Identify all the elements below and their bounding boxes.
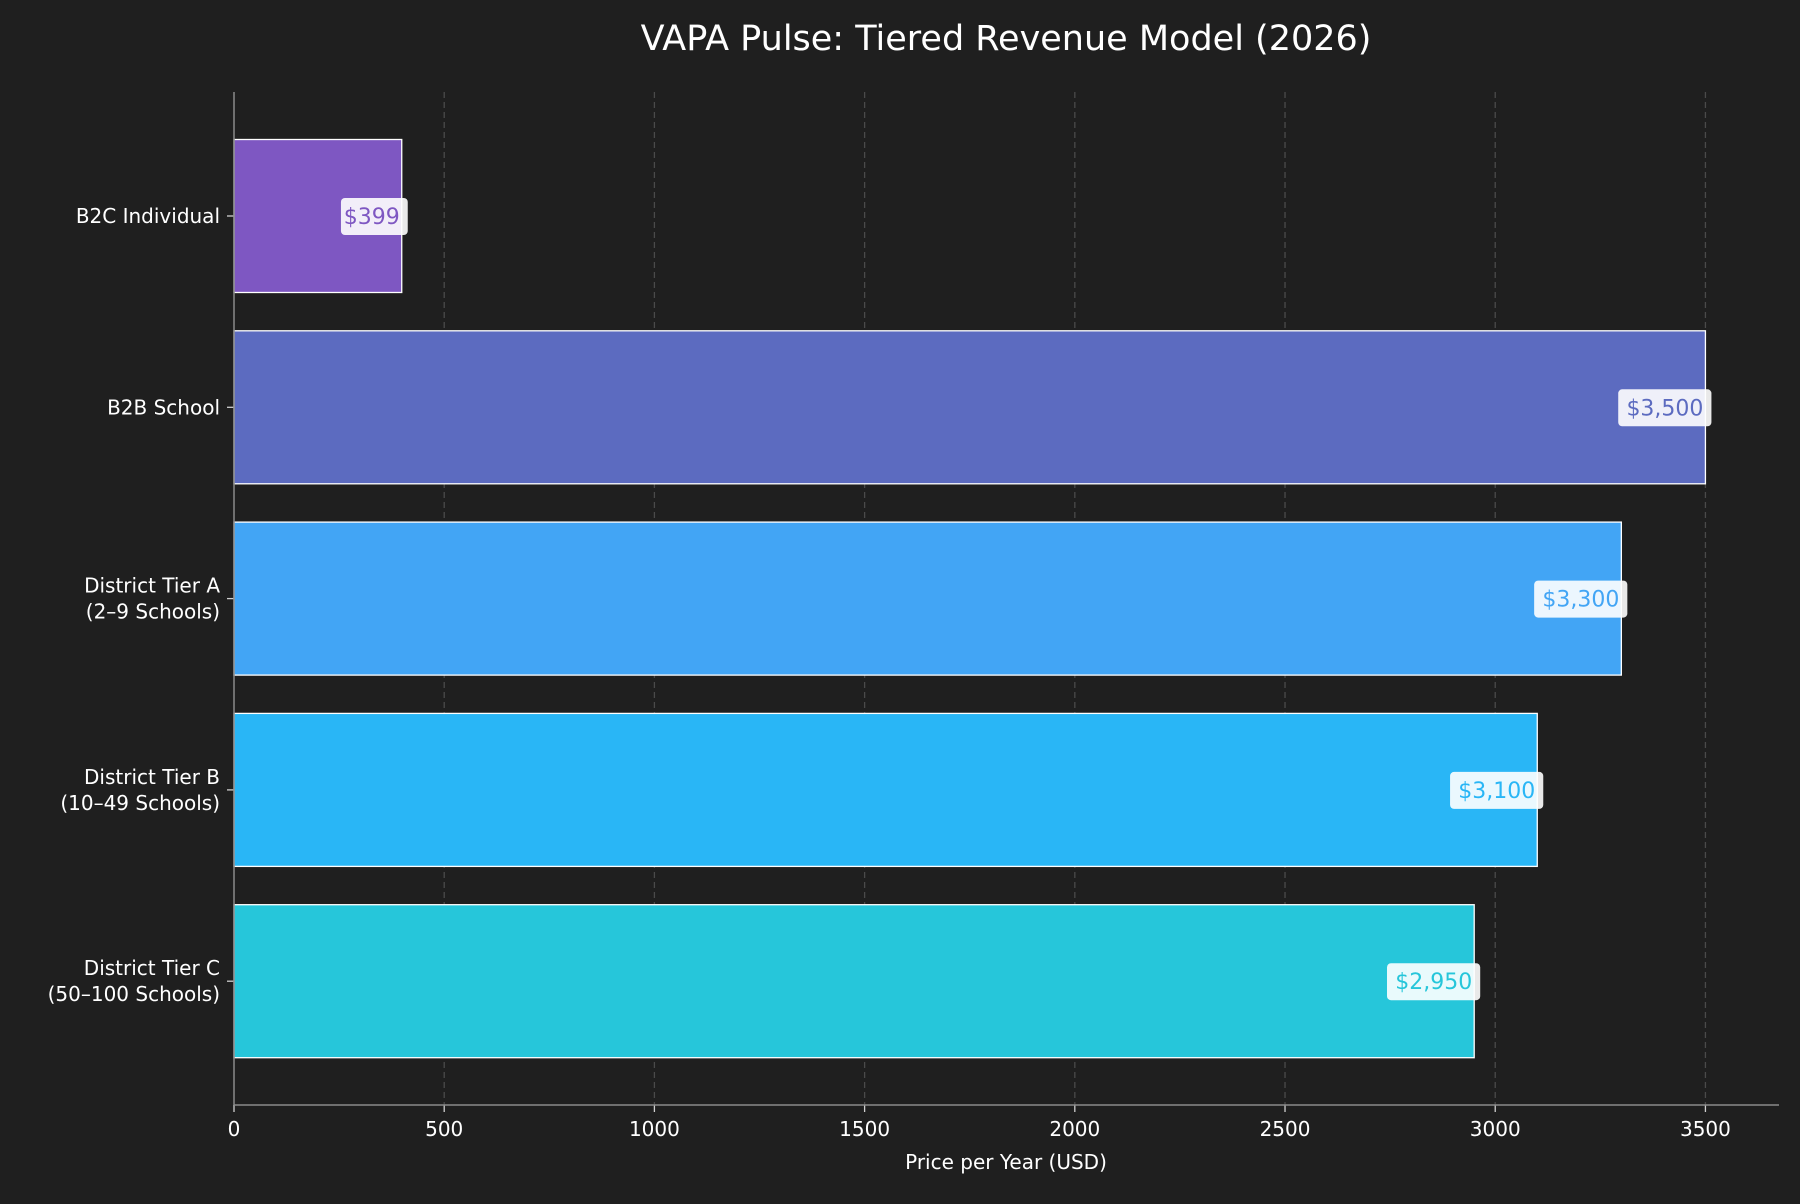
data-label: $3,500 <box>1626 396 1703 421</box>
x-tick-label: 0 <box>228 1117 241 1141</box>
x-axis-label: Price per Year (USD) <box>905 1150 1107 1174</box>
y-tick-label: (10–49 Schools) <box>60 791 220 815</box>
x-tick-label: 3500 <box>1680 1117 1731 1141</box>
data-label-box <box>1618 389 1712 427</box>
chart-title: VAPA Pulse: Tiered Revenue Model (2026) <box>641 19 1372 59</box>
y-tick-label: District Tier B <box>84 765 220 789</box>
data-label: $3,100 <box>1458 779 1535 804</box>
x-tick-label: 500 <box>425 1117 463 1141</box>
bar <box>233 330 1707 485</box>
data-label: $3,300 <box>1542 588 1619 613</box>
data-label-box <box>340 198 408 235</box>
data-label: $399 <box>344 205 400 230</box>
x-tick-label: 3000 <box>1470 1117 1521 1141</box>
y-tick-label: District Tier C <box>84 956 220 980</box>
data-label: $2,950 <box>1395 970 1472 995</box>
data-label-box <box>1450 771 1544 809</box>
data-label-box <box>1387 963 1481 1001</box>
y-tick-label: B2B School <box>107 395 220 419</box>
bar <box>233 904 1475 1059</box>
x-tick-label: 2500 <box>1260 1117 1311 1141</box>
bar <box>233 712 1538 868</box>
y-tick-label: District Tier A <box>84 574 220 598</box>
data-label-box <box>1534 580 1628 618</box>
bar <box>233 521 1622 676</box>
bars: $399 $3,500 $3,300 $3,100 $2,950 <box>233 138 1712 1059</box>
x-tick-label: 1000 <box>629 1117 680 1141</box>
y-tick-label: B2C Individual <box>76 204 220 228</box>
y-tick-label: (50–100 Schools) <box>48 982 220 1006</box>
axes: 0 500 1000 1500 2000 2500 3000 3500 B2C Individu… <box>48 92 1779 1141</box>
x-tick-label: 1500 <box>839 1117 890 1141</box>
x-tick-label: 2000 <box>1049 1117 1100 1141</box>
y-tick-label: (2–9 Schools) <box>86 600 220 624</box>
